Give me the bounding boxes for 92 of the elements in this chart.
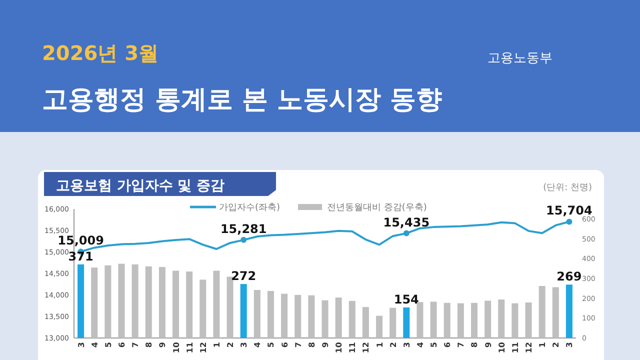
x-tick-label: 8 <box>307 342 316 348</box>
bar <box>132 264 138 338</box>
bar <box>362 307 369 338</box>
x-tick-label: 5 <box>430 342 439 348</box>
x-tick-label: 10 <box>497 342 506 354</box>
x-tick-label: 11 <box>185 342 194 354</box>
bar <box>281 294 288 338</box>
x-tick-label: 3 <box>240 342 249 348</box>
x-tick-label: 4 <box>416 342 425 348</box>
x-tick-label: 3 <box>565 342 574 348</box>
x-tick-label: 10 <box>334 342 344 354</box>
bar <box>308 295 315 338</box>
bar <box>552 287 559 338</box>
bar <box>240 284 247 338</box>
data-label: 15,281 <box>220 222 267 236</box>
x-tick-label: 3 <box>76 342 86 348</box>
bar <box>294 294 302 338</box>
bar <box>118 264 125 338</box>
x-tick-label: 12 <box>362 342 371 354</box>
x-tick-label: 7 <box>131 342 140 348</box>
x-tick-label: 4 <box>90 342 100 348</box>
bar <box>335 298 342 338</box>
x-tick-label: 12 <box>524 342 534 354</box>
x-tick-label: 5 <box>266 342 276 348</box>
x-tick-label: 11 <box>510 342 520 354</box>
bar <box>104 265 112 338</box>
point <box>566 218 572 225</box>
legend-label: 가입자수(좌축) <box>219 203 280 213</box>
x-tick-label: 3 <box>402 342 412 348</box>
x-tick-label: 8 <box>144 342 154 348</box>
x-tick-label: 9 <box>158 342 168 348</box>
chart-subtitle: 2026년 3월 <box>42 41 159 65</box>
x-tick-label: 1 <box>538 342 548 348</box>
x-tick-label: 2 <box>226 342 236 348</box>
bar <box>444 302 450 338</box>
bar <box>498 300 505 338</box>
data-label: 269 <box>556 270 582 284</box>
x-tick-label: 7 <box>456 342 466 348</box>
bar <box>538 286 546 338</box>
bar <box>403 307 410 338</box>
text: 고용노동부 <box>488 51 552 66</box>
text: (단위: 천명) <box>543 183 592 193</box>
bar <box>172 270 180 338</box>
bar <box>200 280 206 338</box>
x-tick-label: 9 <box>321 342 330 348</box>
bar <box>525 302 532 338</box>
chart-title: 고용행정 통계로 본 노동시장 동향 <box>42 85 442 115</box>
bar <box>416 302 424 338</box>
bar <box>430 302 437 338</box>
bar <box>348 300 356 338</box>
bar <box>457 303 464 338</box>
bar <box>91 268 98 338</box>
data-label: 15,435 <box>383 215 430 230</box>
data-label: 15,009 <box>58 234 104 248</box>
x-tick-label: 1 <box>212 342 222 348</box>
bar <box>186 272 193 338</box>
x-tick-label: 8 <box>470 342 480 348</box>
x-tick-label: 4 <box>253 342 262 348</box>
bar <box>484 300 492 338</box>
x-tick-label: 2 <box>388 342 398 348</box>
x-tick-label: 12 <box>198 342 208 354</box>
bar <box>512 303 518 338</box>
bar <box>470 302 478 338</box>
x-tick-label: 10 <box>172 342 181 354</box>
x-tick-label: 5 <box>104 342 113 348</box>
bar <box>226 276 234 338</box>
x-tick-label: 1 <box>375 342 384 348</box>
x-tick-label: 6 <box>280 342 290 348</box>
x-tick-label: 11 <box>348 342 358 354</box>
x-tick-label: 6 <box>443 342 452 348</box>
x-tick-label: 9 <box>484 342 493 348</box>
legend-label: 전년동월대비 증감(우축) <box>327 203 427 213</box>
bar <box>254 290 260 338</box>
bar <box>145 266 152 338</box>
bar <box>158 266 166 338</box>
data-label: 272 <box>231 269 256 284</box>
data-label: 371 <box>68 249 94 264</box>
bar <box>78 264 84 338</box>
bar <box>267 290 274 338</box>
data-label: 15,704 <box>546 204 592 218</box>
bar <box>322 300 328 338</box>
point <box>240 236 247 243</box>
text: 고용보험 가입자수 및 증감 <box>56 178 225 194</box>
bar <box>376 316 383 338</box>
data-label: 154 <box>394 292 419 306</box>
bar <box>390 308 396 338</box>
bar <box>213 270 220 338</box>
x-tick-label: 6 <box>117 342 126 348</box>
point <box>403 230 410 236</box>
x-tick-label: 2 <box>552 342 561 348</box>
bar <box>566 284 572 338</box>
x-tick-label: 7 <box>294 342 303 348</box>
